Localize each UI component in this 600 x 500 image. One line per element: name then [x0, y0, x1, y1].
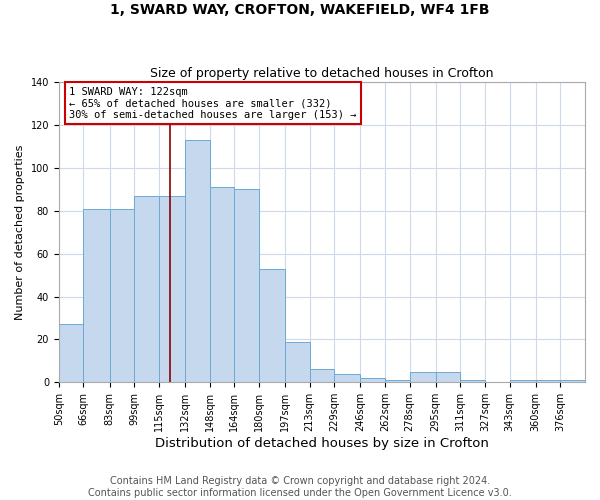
Bar	[59, 324, 83, 382]
Bar	[460, 380, 485, 382]
X-axis label: Distribution of detached houses by size in Crofton: Distribution of detached houses by size …	[155, 437, 489, 450]
Bar	[560, 380, 585, 382]
Bar	[110, 208, 134, 382]
Bar	[134, 196, 159, 382]
Bar	[159, 196, 185, 382]
Bar	[436, 372, 460, 382]
Bar	[536, 380, 560, 382]
Text: 1 SWARD WAY: 122sqm
← 65% of detached houses are smaller (332)
30% of semi-detac: 1 SWARD WAY: 122sqm ← 65% of detached ho…	[70, 86, 357, 120]
Bar	[385, 380, 410, 382]
Text: Contains HM Land Registry data © Crown copyright and database right 2024.
Contai: Contains HM Land Registry data © Crown c…	[88, 476, 512, 498]
Bar	[509, 380, 536, 382]
Bar	[234, 190, 259, 382]
Bar	[410, 372, 436, 382]
Bar	[285, 342, 310, 382]
Text: 1, SWARD WAY, CROFTON, WAKEFIELD, WF4 1FB: 1, SWARD WAY, CROFTON, WAKEFIELD, WF4 1F…	[110, 2, 490, 16]
Bar	[259, 268, 285, 382]
Bar	[361, 378, 385, 382]
Bar	[185, 140, 209, 382]
Bar	[334, 374, 361, 382]
Title: Size of property relative to detached houses in Crofton: Size of property relative to detached ho…	[150, 66, 494, 80]
Bar	[83, 208, 110, 382]
Bar	[209, 187, 234, 382]
Y-axis label: Number of detached properties: Number of detached properties	[15, 144, 25, 320]
Bar	[310, 370, 334, 382]
